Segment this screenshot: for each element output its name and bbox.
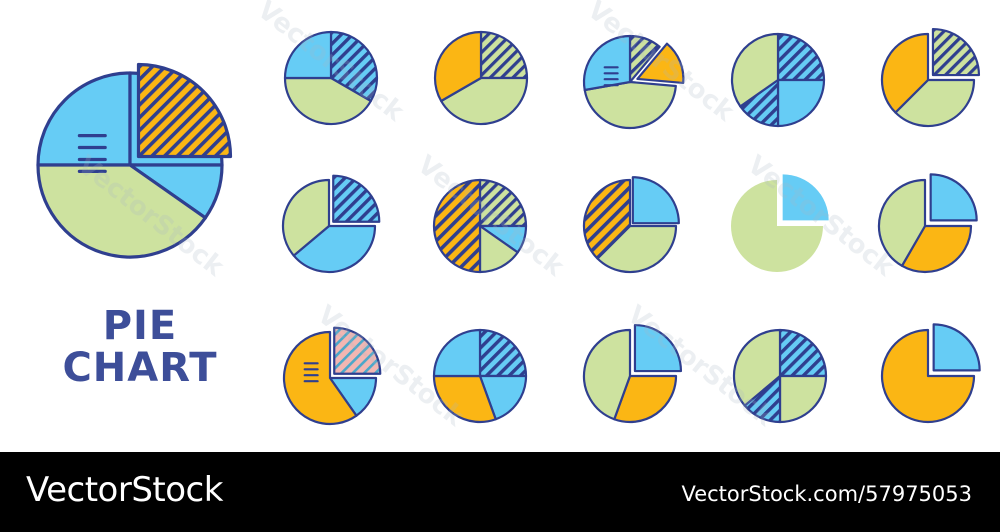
- pie-slice: [636, 42, 685, 85]
- pie-slice: [894, 78, 976, 128]
- pie-slice: [877, 178, 927, 267]
- pie-slice: [333, 326, 382, 375]
- pie-slice: [782, 174, 829, 221]
- pie-slice: [776, 32, 826, 82]
- pie-slice: [596, 224, 678, 274]
- pie-slice: [478, 178, 528, 228]
- pie-chart-icon-r1c3: [582, 34, 685, 130]
- pie-slice: [931, 27, 981, 77]
- pie-chart-icon-r2c4: [731, 174, 829, 272]
- title-line-chart: CHART: [62, 345, 218, 391]
- pie-chart-icon-r2c5: [877, 173, 978, 274]
- footer-brand: VectorStock: [26, 470, 223, 510]
- pie-chart-icon-r2c1: [281, 174, 381, 274]
- pie-slice: [36, 71, 132, 167]
- pie-slice: [283, 76, 372, 126]
- pie-chart-icon-r1c1: [283, 30, 379, 126]
- pie-slice: [282, 330, 358, 426]
- pie-chart-icon-r3c5: [880, 323, 981, 424]
- pie-slice: [136, 62, 233, 159]
- pie-slice: [776, 78, 826, 128]
- pie-chart-icon-r2c2: [432, 178, 528, 274]
- pie-slice: [613, 374, 678, 424]
- pie-slice: [880, 328, 976, 424]
- pie-slice: [880, 32, 930, 114]
- pie-slice: [432, 328, 482, 378]
- pie-chart-icon-r2c3: [582, 176, 680, 274]
- pie-slice: [582, 34, 632, 92]
- title-line-pie: PIE: [102, 303, 178, 349]
- pie-slice: [633, 323, 683, 373]
- pie-slice: [332, 174, 381, 223]
- pie-chart-icon-r1c2: [433, 30, 529, 126]
- pie-slice: [929, 173, 978, 222]
- large-pie-chart-icon: [36, 62, 233, 259]
- pie-chart-icon-r3c1: [282, 326, 382, 426]
- footer-image-id: VectorStock.com/57975053: [681, 482, 972, 506]
- pie-chart-icon-r1c4: [730, 32, 826, 128]
- pie-slice: [932, 323, 981, 372]
- pie-slice: [582, 328, 632, 421]
- pie-slice: [292, 224, 377, 274]
- pie-chart-icon-set: [36, 27, 981, 426]
- pie-chart-icon-r3c3: [582, 323, 683, 424]
- pie-slice: [731, 180, 823, 272]
- pie-slice: [778, 374, 828, 424]
- pie-slice: [478, 374, 528, 421]
- pie-chart-icon-r3c2: [432, 328, 528, 424]
- pie-slice: [281, 178, 331, 257]
- pie-slice: [433, 30, 483, 103]
- pie-slice: [582, 178, 632, 260]
- pie-slice: [432, 178, 482, 274]
- pie-slice: [732, 328, 782, 407]
- pie-slice: [283, 30, 333, 80]
- pie-slice: [631, 176, 680, 225]
- pie-slice: [583, 80, 677, 130]
- footer-bar: VectorStock VectorStock.com/57975053: [0, 452, 1000, 532]
- pie-slice: [478, 328, 528, 378]
- pie-slice: [778, 328, 828, 378]
- pie-slice: [36, 163, 207, 259]
- pie-slice: [479, 30, 529, 80]
- pie-chart-icon-r3c4: [732, 328, 828, 424]
- pie-chart-icon-r1c5: [880, 27, 981, 128]
- pie-slice: [432, 374, 497, 424]
- pie-slice: [730, 32, 780, 108]
